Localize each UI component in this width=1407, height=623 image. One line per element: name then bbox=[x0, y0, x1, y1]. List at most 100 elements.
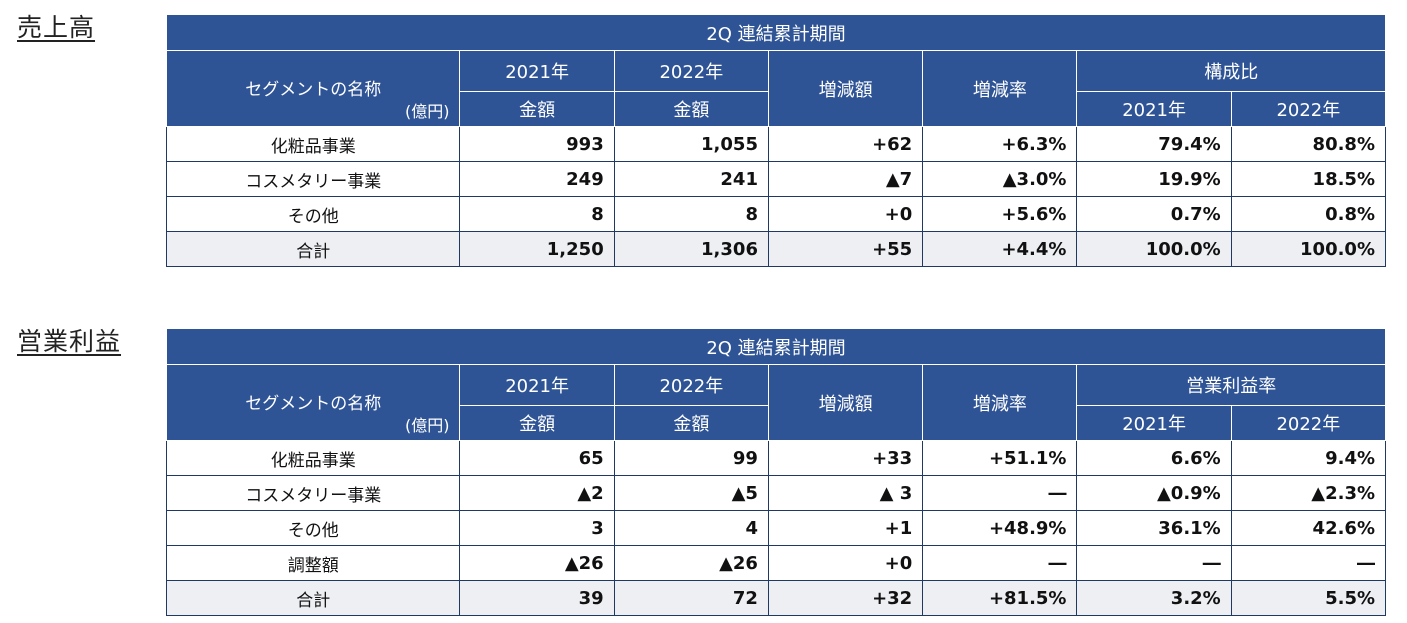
margin-2022-header: 2022年 bbox=[1230, 405, 1387, 441]
segment-name: 化粧品事業 bbox=[165, 126, 461, 162]
period-header: 2Q 連結累計期間 bbox=[166, 328, 1386, 365]
margin-header: 営業利益率 bbox=[1076, 364, 1386, 406]
segment-header-label: セグメントの名称 bbox=[245, 80, 382, 100]
margin-2022: 42.6% bbox=[1230, 510, 1387, 546]
value-2021: 39 bbox=[459, 580, 615, 616]
value-2021: 8 bbox=[459, 196, 615, 232]
rate-value: +51.1% bbox=[922, 440, 1078, 476]
ratio-2021: 19.9% bbox=[1076, 161, 1232, 197]
sales-table: 2Q 連結累計期間 セグメントの名称 (億円) 2021年 2022年 増減額 … bbox=[165, 14, 1387, 267]
change-value: +62 bbox=[767, 126, 924, 162]
table-row: その他 8 8 +0 +5.6% 0.7% 0.8% bbox=[165, 196, 1387, 232]
amount-2021-header: 金額 bbox=[459, 405, 615, 441]
value-2021: 3 bbox=[459, 510, 615, 546]
value-2022: 72 bbox=[613, 580, 769, 616]
sales-section-title: 売上高 bbox=[17, 13, 96, 42]
margin-2021: ▲0.9% bbox=[1076, 475, 1232, 511]
rate-value: ― bbox=[922, 545, 1078, 581]
value-2021: ▲26 bbox=[459, 545, 615, 581]
value-2022: 99 bbox=[613, 440, 769, 476]
segment-name: 合計 bbox=[165, 580, 461, 616]
margin-2022: 5.5% bbox=[1230, 580, 1387, 616]
year-2022-header: 2022年 bbox=[613, 364, 769, 406]
segment-name: 化粧品事業 bbox=[165, 440, 461, 476]
margin-2021: 3.2% bbox=[1076, 580, 1232, 616]
rate-value: +81.5% bbox=[922, 580, 1078, 616]
value-2022: 4 bbox=[613, 510, 769, 546]
margin-2021-header: 2021年 bbox=[1076, 405, 1232, 441]
margin-2021: ― bbox=[1076, 545, 1232, 581]
value-2022: 1,055 bbox=[613, 126, 769, 162]
segment-header: セグメントの名称 (億円) bbox=[165, 364, 461, 441]
table-row: コスメタリー事業 ▲2 ▲5 ▲ 3 ― ▲0.9% ▲2.3% bbox=[165, 475, 1387, 511]
value-2021: ▲2 bbox=[459, 475, 615, 511]
value-2022: ▲26 bbox=[613, 545, 769, 581]
margin-2021: 36.1% bbox=[1076, 510, 1232, 546]
operating-profit-table: 2Q 連結累計期間 セグメントの名称 (億円) 2021年 2022年 増減額 … bbox=[165, 328, 1387, 616]
amount-2021-header: 金額 bbox=[459, 91, 615, 127]
rate-value: +6.3% bbox=[922, 126, 1078, 162]
table-row: コスメタリー事業 249 241 ▲7 ▲3.0% 19.9% 18.5% bbox=[165, 161, 1387, 197]
ratio-header: 構成比 bbox=[1076, 50, 1386, 92]
unit-label: (億円) bbox=[404, 102, 450, 121]
ratio-2022: 0.8% bbox=[1230, 196, 1387, 232]
ratio-2021-header: 2021年 bbox=[1076, 91, 1232, 127]
amount-2022-header: 金額 bbox=[613, 91, 769, 127]
segment-name: その他 bbox=[165, 196, 461, 232]
ratio-2022: 18.5% bbox=[1230, 161, 1387, 197]
value-2021: 1,250 bbox=[459, 231, 615, 267]
rate-header: 増減率 bbox=[922, 50, 1078, 127]
margin-2022: 9.4% bbox=[1230, 440, 1387, 476]
rate-value: +5.6% bbox=[922, 196, 1078, 232]
change-value: +0 bbox=[767, 196, 924, 232]
change-value: ▲ 3 bbox=[767, 475, 924, 511]
ratio-2022-header: 2022年 bbox=[1230, 91, 1387, 127]
value-2021: 993 bbox=[459, 126, 615, 162]
change-value: +32 bbox=[767, 580, 924, 616]
margin-2022: ― bbox=[1230, 545, 1387, 581]
ratio-2021: 79.4% bbox=[1076, 126, 1232, 162]
rate-value: +4.4% bbox=[922, 231, 1078, 267]
rate-header: 増減率 bbox=[922, 364, 1078, 441]
table-row: 化粧品事業 65 99 +33 +51.1% 6.6% 9.4% bbox=[165, 440, 1387, 476]
year-2021-header: 2021年 bbox=[459, 364, 615, 406]
change-value: +55 bbox=[767, 231, 924, 267]
unit-label: (億円) bbox=[404, 416, 450, 435]
ratio-2021: 100.0% bbox=[1076, 231, 1232, 267]
table-row: 調整額 ▲26 ▲26 +0 ― ― ― bbox=[165, 545, 1387, 581]
value-2021: 65 bbox=[459, 440, 615, 476]
table-row: その他 3 4 +1 +48.9% 36.1% 42.6% bbox=[165, 510, 1387, 546]
margin-2022: ▲2.3% bbox=[1230, 475, 1387, 511]
period-header: 2Q 連結累計期間 bbox=[166, 14, 1386, 51]
segment-name: コスメタリー事業 bbox=[165, 161, 461, 197]
segment-header: セグメントの名称 (億円) bbox=[165, 50, 461, 127]
amount-2022-header: 金額 bbox=[613, 405, 769, 441]
rate-value: ― bbox=[922, 475, 1078, 511]
ratio-2021: 0.7% bbox=[1076, 196, 1232, 232]
rate-value: +48.9% bbox=[922, 510, 1078, 546]
table-row: 化粧品事業 993 1,055 +62 +6.3% 79.4% 80.8% bbox=[165, 126, 1387, 162]
year-2022-header: 2022年 bbox=[613, 50, 769, 92]
total-row: 合計 1,250 1,306 +55 +4.4% 100.0% 100.0% bbox=[165, 231, 1387, 267]
segment-name: 合計 bbox=[165, 231, 461, 267]
segment-name: コスメタリー事業 bbox=[165, 475, 461, 511]
value-2022: ▲5 bbox=[613, 475, 769, 511]
change-value: +0 bbox=[767, 545, 924, 581]
change-header: 増減額 bbox=[767, 50, 924, 127]
change-value: +33 bbox=[767, 440, 924, 476]
ratio-2022: 80.8% bbox=[1230, 126, 1387, 162]
segment-name: その他 bbox=[165, 510, 461, 546]
change-value: ▲7 bbox=[767, 161, 924, 197]
ratio-2022: 100.0% bbox=[1230, 231, 1387, 267]
year-2021-header: 2021年 bbox=[459, 50, 615, 92]
value-2022: 241 bbox=[613, 161, 769, 197]
operating-profit-section-title: 営業利益 bbox=[17, 327, 122, 356]
segment-header-label: セグメントの名称 bbox=[245, 394, 382, 414]
total-row: 合計 39 72 +32 +81.5% 3.2% 5.5% bbox=[165, 580, 1387, 616]
change-value: +1 bbox=[767, 510, 924, 546]
segment-name: 調整額 bbox=[165, 545, 461, 581]
value-2021: 249 bbox=[459, 161, 615, 197]
margin-2021: 6.6% bbox=[1076, 440, 1232, 476]
value-2022: 1,306 bbox=[613, 231, 769, 267]
rate-value: ▲3.0% bbox=[922, 161, 1078, 197]
